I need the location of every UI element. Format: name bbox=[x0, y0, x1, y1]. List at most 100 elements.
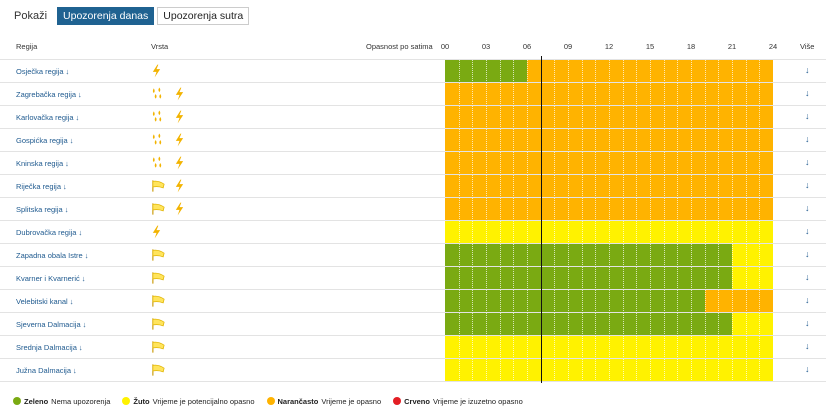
hour-label: 12 bbox=[604, 42, 614, 51]
warning-types bbox=[151, 294, 165, 309]
hour-gridline bbox=[732, 129, 733, 152]
hour-gridline bbox=[718, 175, 720, 198]
hour-gridline bbox=[718, 129, 720, 152]
hour-gridline bbox=[581, 313, 583, 336]
hour-gridline bbox=[622, 152, 624, 175]
region-link[interactable]: Riječka regija ↓ bbox=[16, 182, 67, 191]
region-link[interactable]: Karlovačka regija ↓ bbox=[16, 113, 79, 122]
tab-today-button[interactable]: Upozorenja danas bbox=[57, 7, 155, 25]
arrow-down-icon: ↓ bbox=[78, 343, 83, 352]
hour-gridline bbox=[691, 267, 692, 290]
hour-gridline bbox=[622, 336, 624, 359]
hour-gridline bbox=[581, 336, 583, 359]
hour-gridline bbox=[622, 60, 624, 83]
hour-gridline bbox=[677, 244, 679, 267]
hazard-timeline bbox=[445, 267, 773, 290]
region-link[interactable]: Južna Dalmacija ↓ bbox=[16, 366, 77, 375]
hour-gridline bbox=[663, 60, 665, 83]
hour-gridline bbox=[554, 221, 556, 244]
warning-types bbox=[151, 156, 187, 171]
more-arrow-icon[interactable]: ↓ bbox=[805, 364, 810, 374]
table-row: Kvarner i Kvarnerić ↓ ↓ bbox=[0, 266, 826, 290]
hour-gridline bbox=[732, 244, 733, 267]
hour-gridline bbox=[472, 60, 474, 83]
region-link[interactable]: Sjeverna Dalmacija ↓ bbox=[16, 320, 86, 329]
region-link[interactable]: Srednja Dalmacija ↓ bbox=[16, 343, 83, 352]
table-row: Osječka regija ↓ ↓ bbox=[0, 59, 826, 83]
hour-gridline bbox=[691, 336, 692, 359]
hazard-timeline bbox=[445, 175, 773, 198]
hour-gridline bbox=[691, 152, 692, 175]
hour-gridline bbox=[609, 60, 610, 83]
hour-gridline bbox=[472, 336, 474, 359]
hour-gridline bbox=[636, 83, 638, 106]
hour-gridline bbox=[527, 290, 528, 313]
hour-gridline bbox=[527, 198, 528, 221]
hour-label: 00 bbox=[440, 42, 450, 51]
region-name: Zapadna obala Istre bbox=[16, 251, 83, 260]
hour-gridline bbox=[513, 359, 515, 382]
lightning-icon bbox=[174, 110, 187, 124]
hour-gridline bbox=[636, 106, 638, 129]
hour-gridline bbox=[486, 175, 487, 198]
hour-gridline bbox=[745, 106, 747, 129]
hour-gridline bbox=[513, 336, 515, 359]
region-link[interactable]: Gospićka regija ↓ bbox=[16, 136, 73, 145]
hour-gridline bbox=[636, 221, 638, 244]
region-link[interactable]: Kninska regija ↓ bbox=[16, 159, 69, 168]
hour-gridline bbox=[581, 221, 583, 244]
more-arrow-icon[interactable]: ↓ bbox=[805, 295, 810, 305]
hour-gridline bbox=[472, 313, 474, 336]
hour-gridline bbox=[458, 198, 460, 221]
more-arrow-icon[interactable]: ↓ bbox=[805, 272, 810, 282]
region-name: Dubrovačka regija bbox=[16, 228, 77, 237]
hour-gridline bbox=[568, 175, 569, 198]
region-link[interactable]: Splitska regija ↓ bbox=[16, 205, 68, 214]
more-arrow-icon[interactable]: ↓ bbox=[805, 249, 810, 259]
hour-gridline bbox=[663, 359, 665, 382]
hour-gridline bbox=[663, 313, 665, 336]
hour-gridline bbox=[499, 175, 501, 198]
legend-title: Crveno bbox=[404, 396, 430, 406]
table-row: Dubrovačka regija ↓ ↓ bbox=[0, 220, 826, 244]
hour-gridline bbox=[472, 175, 474, 198]
more-arrow-icon[interactable]: ↓ bbox=[805, 157, 810, 167]
hour-gridline bbox=[677, 221, 679, 244]
region-link[interactable]: Zagrebačka regija ↓ bbox=[16, 90, 82, 99]
warning-types bbox=[151, 64, 164, 79]
hour-gridline bbox=[677, 83, 679, 106]
hour-gridline bbox=[622, 198, 624, 221]
more-arrow-icon[interactable]: ↓ bbox=[805, 180, 810, 190]
hour-gridline bbox=[472, 83, 474, 106]
hour-gridline bbox=[759, 175, 761, 198]
more-arrow-icon[interactable]: ↓ bbox=[805, 226, 810, 236]
region-name: Karlovačka regija bbox=[16, 113, 74, 122]
hour-gridline bbox=[499, 198, 501, 221]
region-link[interactable]: Dubrovačka regija ↓ bbox=[16, 228, 82, 237]
arrow-down-icon: ↓ bbox=[69, 136, 74, 145]
region-link[interactable]: Osječka regija ↓ bbox=[16, 67, 69, 76]
more-arrow-icon[interactable]: ↓ bbox=[805, 341, 810, 351]
warning-types bbox=[151, 340, 165, 355]
region-link[interactable]: Kvarner i Kvarnerić ↓ bbox=[16, 274, 86, 283]
hour-gridline bbox=[759, 359, 761, 382]
tab-tomorrow-button[interactable]: Upozorenja sutra bbox=[157, 7, 250, 25]
more-arrow-icon[interactable]: ↓ bbox=[805, 203, 810, 213]
more-arrow-icon[interactable]: ↓ bbox=[805, 318, 810, 328]
legend-title: Narančasto bbox=[277, 396, 319, 406]
hour-gridline bbox=[513, 83, 515, 106]
hour-gridline bbox=[732, 83, 733, 106]
more-arrow-icon[interactable]: ↓ bbox=[805, 65, 810, 75]
more-arrow-icon[interactable]: ↓ bbox=[805, 88, 810, 98]
hour-gridline bbox=[622, 267, 624, 290]
region-link[interactable]: Velebitski kanal ↓ bbox=[16, 297, 73, 306]
region-link[interactable]: Zapadna obala Istre ↓ bbox=[16, 251, 88, 260]
hour-gridline bbox=[581, 129, 583, 152]
hour-gridline bbox=[663, 175, 665, 198]
hour-gridline bbox=[663, 198, 665, 221]
hour-gridline bbox=[677, 152, 679, 175]
hour-gridline bbox=[718, 290, 720, 313]
hour-gridline bbox=[568, 129, 569, 152]
more-arrow-icon[interactable]: ↓ bbox=[805, 134, 810, 144]
more-arrow-icon[interactable]: ↓ bbox=[805, 111, 810, 121]
